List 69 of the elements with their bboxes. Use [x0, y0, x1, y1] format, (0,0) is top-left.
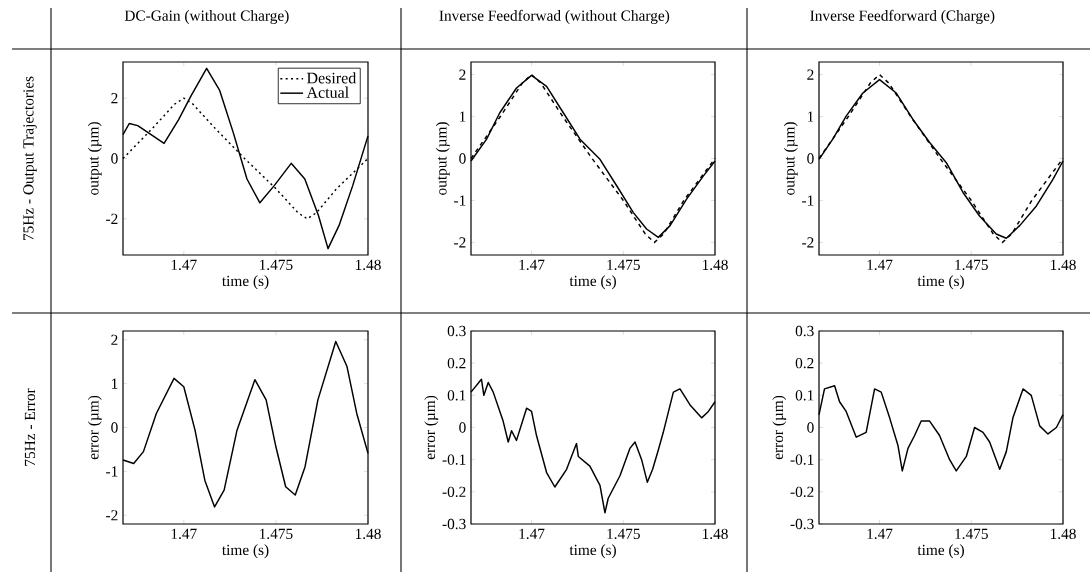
x-axis-title: time (s) — [569, 544, 616, 559]
text: 75Hz - Output Trajectories — [23, 76, 37, 241]
y-tick-label: 0.3 — [795, 325, 814, 337]
y-axis-title: error (µm) — [87, 395, 102, 460]
y-tick-label: 1 — [807, 111, 814, 122]
x-tick-label: 1.475 — [955, 259, 988, 271]
x-tick-label: 1.475 — [259, 528, 293, 540]
y-tick-label: -1 — [106, 466, 118, 477]
y-tick-label: 2 — [111, 334, 118, 345]
y-tick-label: -1 — [802, 195, 814, 206]
y-tick-label: 2 — [459, 69, 466, 80]
x-tick-label: 1.48 — [702, 528, 728, 540]
text: 75Hz - Error — [24, 388, 36, 466]
x-tick-label: 1.47 — [867, 259, 893, 271]
x-axis-title: time (s) — [917, 275, 964, 290]
y-tick-label: -0.3 — [790, 518, 814, 530]
y-tick-label: 2 — [111, 93, 118, 104]
y-tick-label: -0.3 — [442, 518, 466, 530]
y-tick-label: -1 — [454, 195, 466, 206]
chart-title: Inverse Feedforward (Charge) — [810, 9, 995, 24]
y-tick-label: 0.2 — [447, 357, 466, 369]
y-tick-label: 1 — [459, 111, 466, 122]
x-tick-label: 1.47 — [867, 528, 893, 540]
y-tick-label: -2 — [454, 237, 466, 248]
y-tick-label: -0.2 — [790, 486, 814, 498]
x-tick-label: 1.475 — [607, 259, 640, 271]
y-axis-title: output (µm) — [435, 122, 450, 195]
x-tick-label: 1.48 — [702, 259, 728, 271]
x-tick-label: 1.475 — [259, 259, 293, 271]
y-axis-title: output (µm) — [87, 122, 102, 195]
y-tick-label: 0.1 — [795, 390, 814, 401]
x-tick-label: 1.47 — [519, 259, 545, 271]
x-axis-title: time (s) — [222, 275, 269, 290]
x-tick-label: 1.48 — [1050, 528, 1076, 540]
x-axis-title: time (s) — [569, 275, 616, 290]
x-tick-label: 1.48 — [355, 259, 381, 271]
y-tick-label: 1 — [111, 378, 118, 389]
y-tick-label: -0.2 — [442, 486, 466, 498]
x-tick-label: 1.475 — [607, 528, 640, 540]
y-tick-label: -0.1 — [442, 454, 466, 465]
y-tick-label: -2 — [106, 213, 118, 224]
y-tick-label: 0.3 — [447, 325, 466, 337]
y-tick-label: 0.1 — [447, 390, 466, 401]
y-tick-label: -2 — [802, 237, 814, 248]
y-axis-title: error (µm) — [772, 395, 787, 460]
x-tick-label: 1.47 — [171, 259, 197, 271]
x-tick-label: 1.48 — [355, 528, 381, 540]
y-tick-label: 0 — [459, 153, 466, 164]
x-tick-label: 1.47 — [171, 528, 197, 540]
legend-label: Desired — [306, 72, 357, 84]
y-tick-label: 0 — [111, 422, 118, 433]
x-axis-title: time (s) — [917, 544, 964, 559]
y-tick-label: 0.2 — [795, 357, 814, 369]
chart-title: Inverse Feedforwad (without Charge) — [439, 9, 670, 24]
chart-title: DC-Gain (without Charge) — [124, 10, 289, 24]
y-tick-label: 0 — [807, 422, 814, 433]
y-tick-label: 0 — [459, 422, 466, 433]
y-tick-label: 0 — [111, 153, 118, 164]
y-axis-title: output (µm) — [783, 122, 798, 195]
legend-label: Actual — [306, 86, 349, 98]
x-tick-label: 1.47 — [519, 528, 545, 540]
y-tick-label: -2 — [106, 510, 118, 521]
y-axis-title: error (µm) — [424, 395, 439, 460]
x-tick-label: 1.475 — [955, 528, 988, 540]
y-tick-label: -0.1 — [790, 454, 814, 465]
y-tick-label: 0 — [807, 153, 814, 164]
x-tick-label: 1.48 — [1050, 259, 1076, 271]
y-tick-label: 2 — [807, 69, 814, 80]
x-axis-title: time (s) — [222, 544, 269, 559]
